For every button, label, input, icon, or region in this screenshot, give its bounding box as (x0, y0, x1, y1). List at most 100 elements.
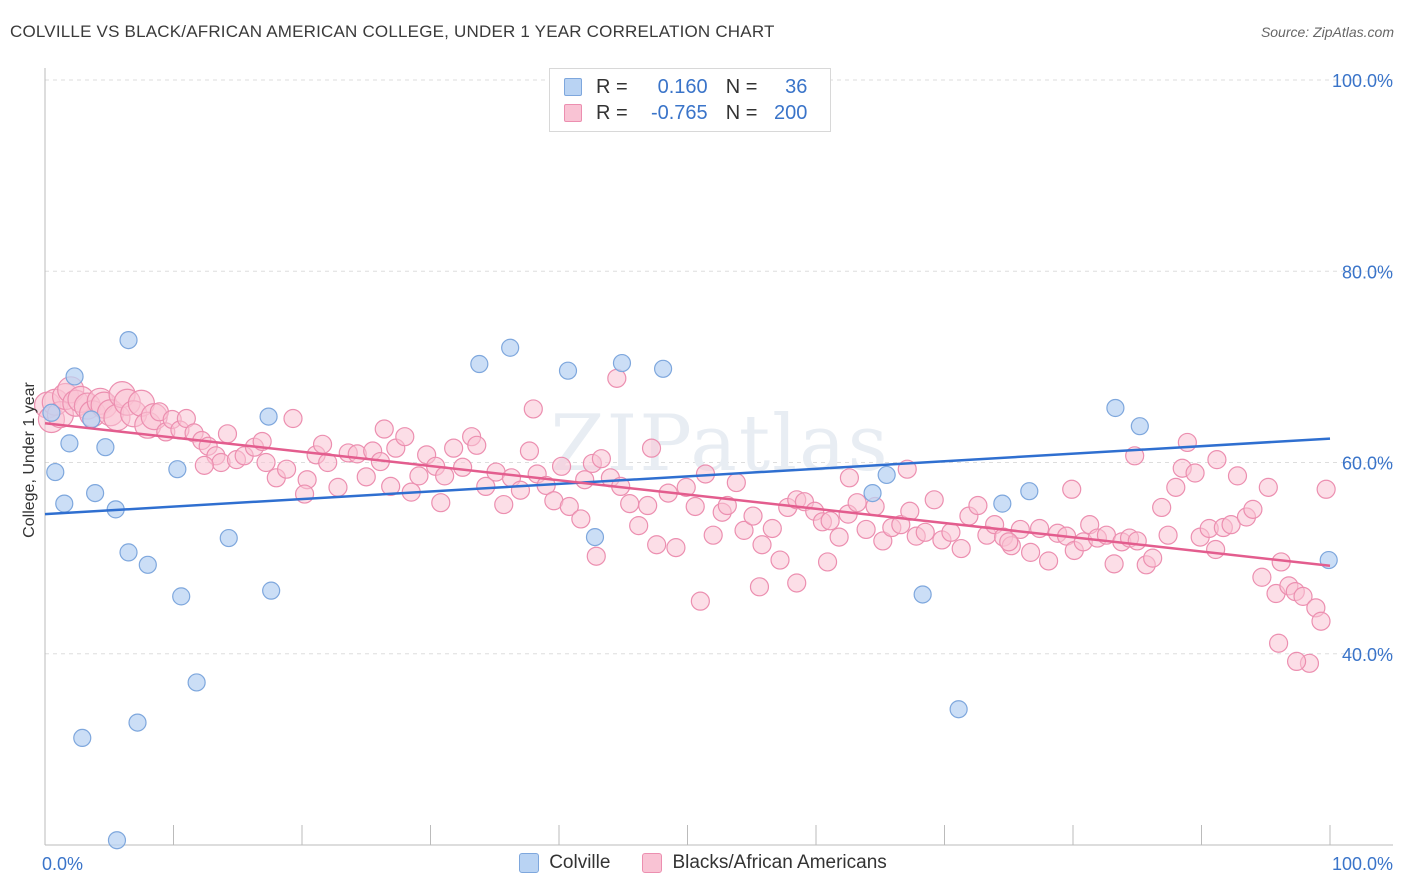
colville-point (1106, 398, 1125, 418)
black-point (999, 532, 1019, 552)
black-point (690, 591, 710, 611)
x-tick-label: 0.0% (42, 854, 83, 874)
black-point (586, 546, 606, 566)
black-point (1207, 450, 1227, 470)
colville-point (82, 410, 101, 429)
black-point (256, 452, 276, 473)
black-point (1293, 586, 1313, 606)
black-point (856, 519, 876, 540)
black-point (717, 495, 737, 516)
black-point (915, 522, 935, 542)
black-point (749, 577, 770, 597)
black-point (1185, 463, 1205, 483)
black-point (217, 424, 238, 444)
black-point (523, 399, 543, 419)
black-point (1062, 479, 1082, 499)
colville-point (107, 831, 127, 850)
bottom-legend-colville: Colville (519, 852, 610, 874)
black-point (726, 472, 746, 493)
black-point (891, 515, 911, 535)
legend-row-colville: R = 0.160 N = 36 (564, 75, 807, 99)
legend-n-value: 36 (785, 75, 808, 98)
black-point (571, 509, 591, 529)
colville-point (65, 367, 84, 386)
colville-point (470, 354, 489, 374)
legend-r-label: R = (596, 75, 628, 98)
colville-point (585, 527, 605, 547)
black-point (1252, 567, 1272, 587)
legend-n-label: N = (725, 75, 758, 98)
black-trend-line (44, 422, 1331, 568)
colville-point (168, 460, 187, 479)
black-point (467, 435, 487, 455)
black-point (968, 495, 988, 516)
colville-point (501, 338, 520, 357)
black-point (381, 476, 401, 497)
black-point (395, 427, 415, 447)
colville-point (877, 465, 896, 485)
colville-point (119, 331, 138, 350)
black-point (752, 535, 772, 555)
colville-point (187, 673, 206, 692)
colville-point (1130, 417, 1149, 436)
black-point (1020, 542, 1041, 562)
black-point (409, 466, 429, 486)
black-point (494, 494, 514, 515)
colville-point (128, 713, 147, 732)
black-point (575, 470, 595, 490)
legend: R = 0.160 N = 36 R = -0.765 N = 200 (549, 68, 831, 132)
black-point (1166, 477, 1186, 497)
colville-point (86, 484, 105, 503)
y-tick-label: 60.0% (1342, 454, 1393, 474)
chart-title: COLVILLE VS BLACK/AFRICAN AMERICAN COLLE… (10, 22, 775, 41)
black-point (1311, 611, 1331, 631)
black-point (1152, 497, 1172, 518)
colville-point (612, 353, 632, 373)
colville-point (653, 359, 673, 378)
black-point (941, 522, 961, 542)
black-point (1177, 432, 1197, 453)
black-point (591, 449, 612, 469)
black-point (283, 408, 303, 429)
legend-r-value: 0.160 (657, 75, 708, 98)
black-point (1127, 531, 1147, 551)
black-point (676, 477, 696, 497)
y-axis-title-text: College, Under 1 year (21, 382, 38, 538)
axes (44, 68, 1393, 846)
colville-point (913, 585, 932, 604)
black-point (638, 495, 658, 516)
black-point (356, 467, 376, 487)
bottom-legend-label: Colville (549, 852, 611, 873)
colville-point (60, 434, 79, 453)
black-point (629, 516, 649, 536)
black-point (519, 441, 540, 461)
colville-point (138, 555, 157, 574)
y-tick-label: 80.0% (1342, 262, 1393, 282)
black-point (817, 552, 838, 572)
trend-lines (44, 422, 1331, 568)
black-point (873, 531, 893, 551)
legend-swatch-colville (564, 78, 582, 96)
black-point (444, 438, 464, 458)
black-point (685, 496, 705, 517)
black-point (453, 457, 473, 477)
bottom-legend-label: Blacks/African Americans (672, 852, 887, 873)
black-point (666, 538, 686, 558)
black-point (1206, 539, 1226, 560)
legend-swatch-black (564, 104, 582, 122)
black-point (820, 511, 840, 531)
black-point (743, 506, 763, 526)
black-point (762, 518, 782, 539)
colville-point (262, 581, 281, 600)
black-point (641, 438, 662, 458)
bottom-legend-swatch-black (642, 853, 663, 873)
black-point (647, 535, 667, 555)
legend-row-black: R = -0.765 N = 200 (564, 101, 807, 125)
colville-point (1020, 482, 1039, 501)
legend-r-label: R = (596, 101, 628, 124)
legend-n-value: 200 (774, 101, 808, 124)
black-point (559, 496, 579, 517)
colville-point (42, 403, 61, 422)
colville-point (119, 543, 138, 562)
